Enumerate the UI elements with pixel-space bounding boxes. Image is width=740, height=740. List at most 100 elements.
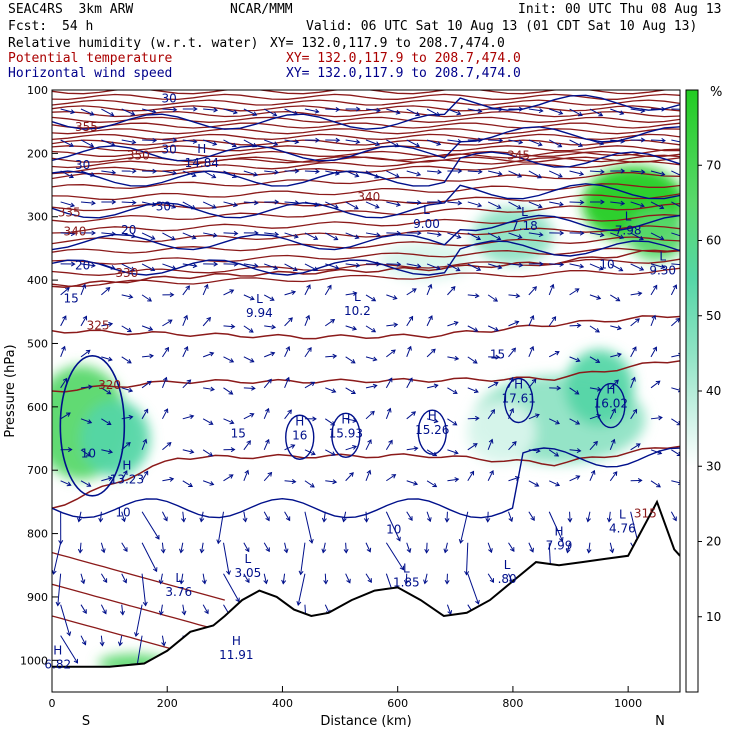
wind-arrow	[243, 200, 259, 206]
wind-arrow	[141, 511, 160, 540]
wind-arrow	[182, 232, 197, 240]
wind-arrow	[365, 469, 372, 481]
wind-arrow	[528, 261, 544, 267]
wind-arrow	[117, 635, 123, 647]
wind-arrow	[60, 447, 73, 453]
wind-arrow	[162, 476, 175, 482]
wind-arrow	[528, 108, 544, 114]
wind-arrow	[80, 449, 91, 457]
wind-arrow	[243, 440, 251, 451]
wind-arrow	[284, 200, 300, 206]
x-tick-label: 0	[49, 697, 56, 710]
x-axis-label: Distance (km)	[320, 714, 411, 729]
wind-arrow	[365, 139, 381, 147]
wind-arrow	[60, 261, 76, 267]
wind-arrow	[202, 604, 209, 615]
terrain	[52, 499, 680, 692]
wind-arrow	[345, 232, 360, 240]
wind-arrow	[447, 387, 458, 394]
wind-arrow	[671, 108, 680, 110]
extremum-type: L	[423, 203, 430, 217]
wind-arrow	[284, 376, 290, 389]
wind-contour	[52, 183, 680, 219]
extremum-value: 11.91	[219, 648, 253, 662]
wind-arrow	[630, 291, 643, 297]
wind-arrow	[223, 356, 235, 363]
colorbar-scale	[685, 89, 699, 693]
wind-arrow	[549, 385, 562, 391]
wind-arrow	[630, 137, 646, 143]
wind-arrow	[386, 474, 397, 482]
extremum-type: L	[354, 290, 361, 304]
wind-arrow	[182, 106, 198, 112]
wind-arrow	[161, 511, 168, 522]
wind-arrow	[202, 351, 215, 358]
wind-arrow	[141, 294, 153, 302]
wind-arrow	[223, 201, 238, 208]
wind-arrow	[609, 438, 616, 450]
wind-arrow	[406, 411, 417, 420]
wind-arrow	[365, 356, 378, 362]
wind-arrow	[141, 263, 156, 272]
wind-arrow	[101, 418, 112, 426]
wind-arrow	[80, 315, 88, 327]
wind-arrow	[589, 108, 604, 117]
field-name-wind: Horizontal wind speed	[8, 66, 173, 81]
wind-arrow	[223, 474, 234, 482]
theta-label: 330	[115, 266, 138, 280]
wind-arrow	[589, 294, 602, 300]
wind-arrow	[363, 511, 369, 523]
theta-label: 315	[634, 507, 657, 521]
wind-arrow	[609, 408, 616, 420]
theta-contour	[52, 116, 680, 123]
wind-arrow	[406, 511, 413, 522]
wind-arrow	[304, 108, 320, 114]
theta-contour-low	[52, 583, 225, 633]
wind-arrow	[60, 604, 72, 637]
wind-arrow	[202, 283, 209, 296]
wind-arrow	[589, 325, 600, 333]
wind-arrow	[284, 409, 292, 420]
wind-arrow	[650, 346, 658, 358]
wind-arrow	[565, 542, 571, 554]
wind-arrow	[60, 635, 79, 664]
wind-arrow	[671, 201, 680, 210]
wind-arrow	[223, 542, 231, 576]
wind-arrow	[467, 263, 482, 271]
wind-arrow	[569, 448, 582, 454]
extremum-value: 10.2	[344, 304, 371, 318]
wind-arrow	[263, 511, 270, 522]
wind-arrow	[508, 475, 520, 482]
wind-arrow	[569, 108, 583, 117]
wind-arrow	[142, 137, 158, 143]
wind-arrow	[569, 475, 581, 482]
wind-arrow	[345, 201, 359, 210]
wind-arrow	[345, 472, 354, 482]
wind-arrow	[202, 449, 214, 457]
wind-arrow	[426, 383, 439, 389]
wind-arrow	[179, 542, 184, 554]
wind-arrow	[406, 108, 421, 117]
extremum-value: 7.98	[615, 224, 642, 238]
extremum-type: H	[197, 142, 206, 156]
wind-arrow	[101, 231, 117, 237]
wind-arrow	[403, 573, 409, 585]
wind-arrow	[487, 381, 499, 389]
y-tick-label: 900	[27, 591, 48, 604]
wind-arrow	[121, 325, 132, 333]
theta-contour	[52, 258, 680, 276]
wind-arrow	[325, 479, 338, 485]
wind-arrow	[345, 356, 356, 364]
wind-arrow	[158, 573, 164, 585]
wind-arrow	[325, 449, 336, 456]
wind-arrow	[121, 470, 128, 482]
wind-contour	[52, 151, 680, 187]
wind-arrow	[263, 573, 269, 585]
wind-arrow	[345, 106, 361, 112]
wind-arrow	[263, 542, 270, 553]
extremum-value: 9.00	[413, 217, 440, 231]
wind-arrow	[548, 511, 564, 542]
wind-arrow	[321, 511, 327, 523]
wind-arrow	[162, 442, 172, 451]
wind-arrow	[98, 511, 104, 523]
